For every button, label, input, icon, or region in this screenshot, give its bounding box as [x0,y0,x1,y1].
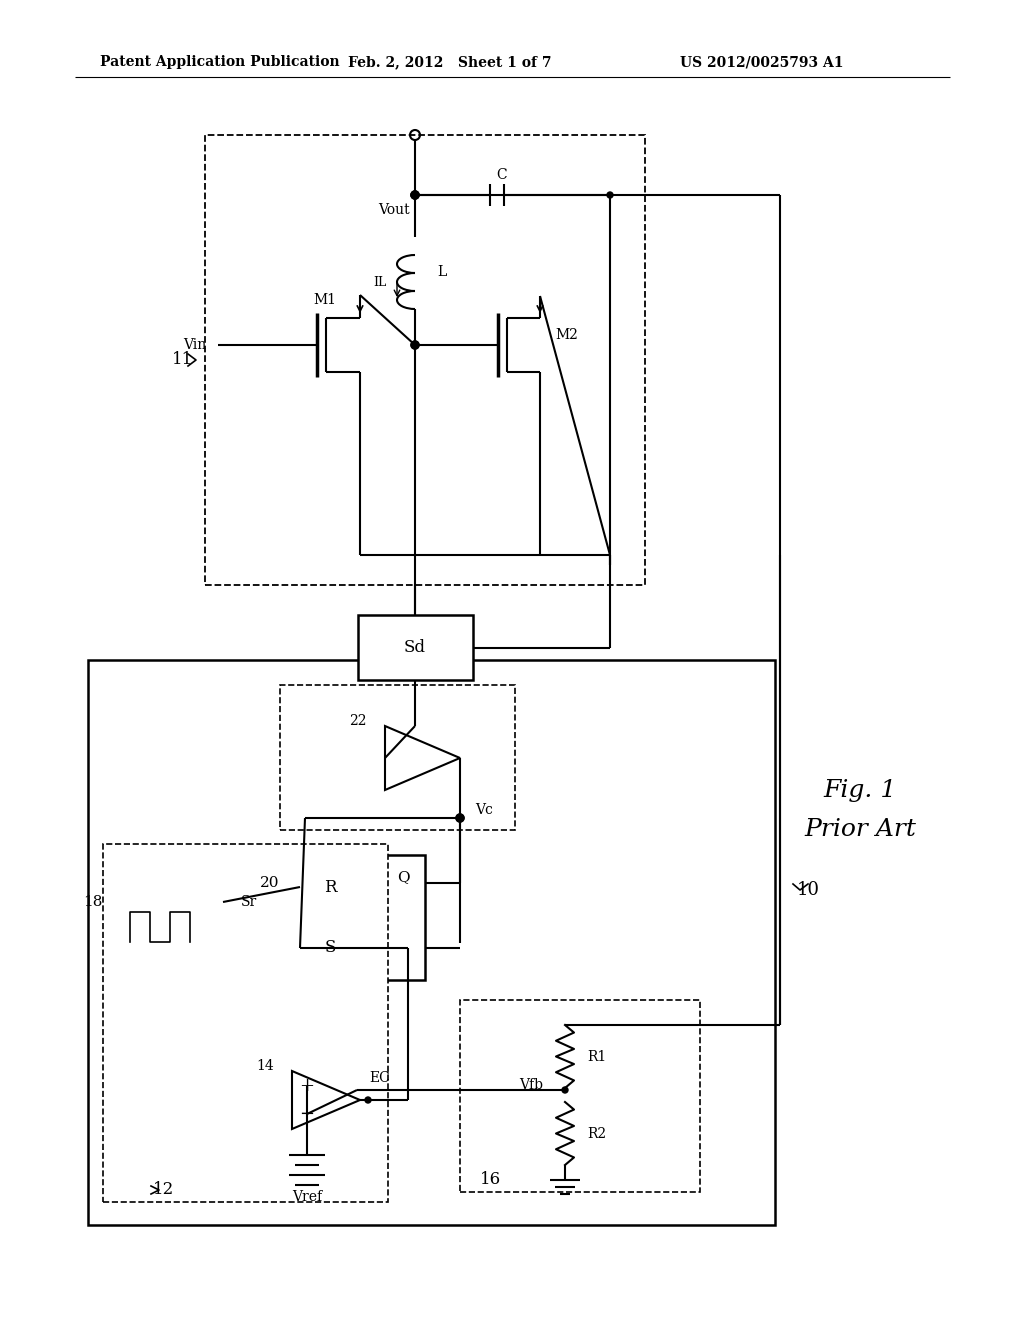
Circle shape [411,191,419,199]
Text: M2: M2 [555,327,578,342]
Polygon shape [292,1071,360,1129]
Bar [118,882,223,972]
Text: Sd: Sd [404,639,426,656]
Text: Sr: Sr [241,895,257,909]
Text: 16: 16 [480,1172,501,1188]
Text: Patent Application Publication: Patent Application Publication [100,55,340,69]
Text: +: + [299,1077,314,1096]
Text: Fig. 1: Fig. 1 [823,779,897,801]
Text: Vin: Vin [182,338,206,352]
Text: 12: 12 [153,1181,174,1199]
Text: S: S [325,940,336,957]
Text: US 2012/0025793 A1: US 2012/0025793 A1 [680,55,844,69]
Text: 10: 10 [797,880,819,899]
Circle shape [411,191,419,199]
Text: Q: Q [396,870,410,884]
Circle shape [411,191,419,199]
Text: 18: 18 [83,895,102,909]
Bar [280,685,515,830]
Bar [460,1001,700,1192]
Circle shape [411,341,419,348]
Circle shape [456,814,464,822]
Text: M1: M1 [313,293,337,308]
Text: Feb. 2, 2012   Sheet 1 of 7: Feb. 2, 2012 Sheet 1 of 7 [348,55,552,69]
Bar [300,855,425,979]
Text: R2: R2 [587,1127,606,1140]
Polygon shape [385,726,460,789]
Bar [88,660,775,1225]
Text: Vc: Vc [475,803,493,817]
Text: 14: 14 [256,1059,274,1073]
Bar [358,615,473,680]
Text: 22: 22 [349,714,367,729]
Text: C: C [497,168,507,182]
Bar [103,843,388,1203]
Circle shape [411,341,419,348]
Text: Vref: Vref [292,1191,323,1204]
Text: −: − [299,1105,314,1123]
Text: R: R [324,879,336,895]
Text: R1: R1 [587,1049,606,1064]
Circle shape [562,1086,568,1093]
Text: Prior Art: Prior Art [804,818,915,842]
Circle shape [365,1097,371,1104]
Text: Vout: Vout [379,203,410,216]
Text: EC: EC [370,1071,390,1085]
Text: 20: 20 [260,876,280,890]
Text: L: L [437,265,446,279]
Text: IL: IL [374,276,387,289]
Text: Vfb: Vfb [519,1078,543,1092]
Circle shape [456,814,464,822]
Text: 11: 11 [172,351,194,368]
Bar [205,135,645,585]
Circle shape [607,191,613,198]
